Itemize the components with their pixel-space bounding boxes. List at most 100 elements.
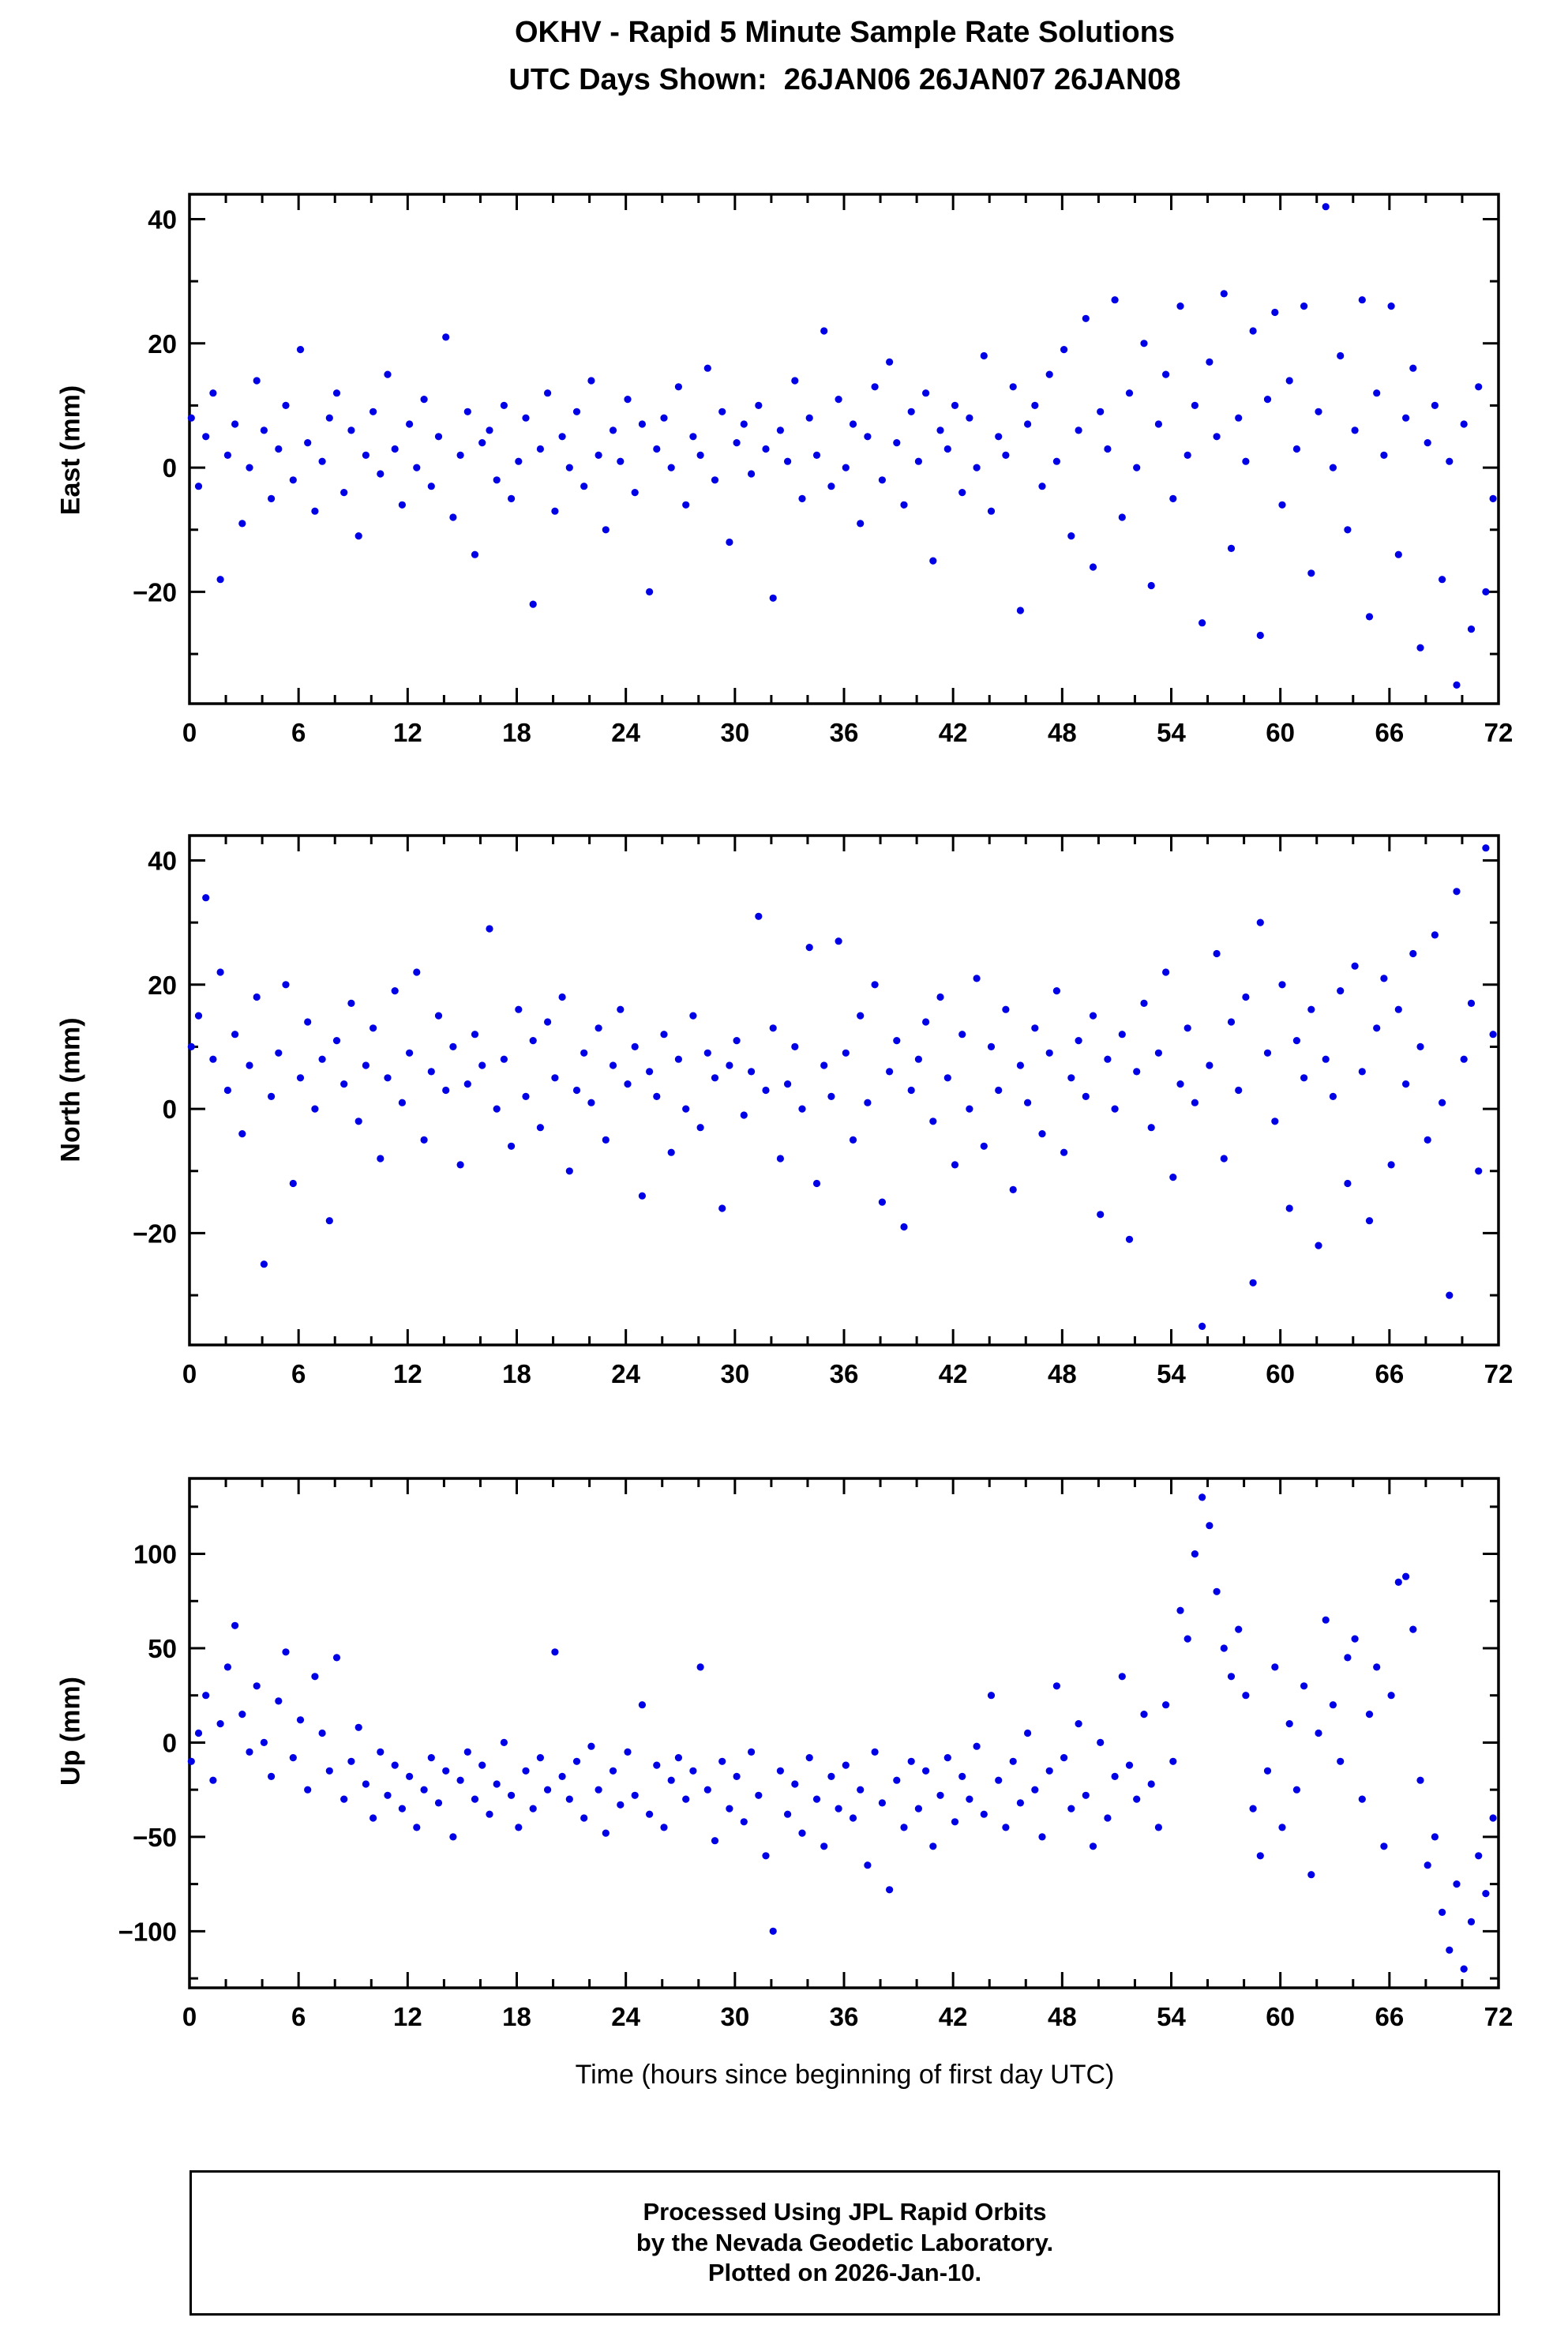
data-point <box>377 1748 384 1756</box>
data-point <box>304 439 312 447</box>
data-point <box>202 1692 210 1700</box>
svg-text:72: 72 <box>1484 718 1514 747</box>
data-point <box>718 408 726 415</box>
data-point <box>1256 631 1264 640</box>
data-point <box>1176 1080 1184 1088</box>
data-point <box>1133 1068 1141 1076</box>
data-point <box>369 408 377 415</box>
svg-text:0: 0 <box>182 1359 197 1388</box>
data-point <box>558 993 566 1001</box>
data-point <box>282 981 290 989</box>
data-point <box>682 501 690 509</box>
data-point <box>1169 1757 1177 1765</box>
data-point <box>347 999 355 1007</box>
data-point <box>275 1697 283 1705</box>
up-scatter-plot: 0 6 12 18 24 30 36 42 48 54 60 66 72 −100 −50 0 50 100 <box>118 1477 1513 2031</box>
svg-text:−50: −50 <box>133 1823 177 1852</box>
data-point <box>1060 1148 1068 1156</box>
data-point <box>369 1814 377 1822</box>
data-point <box>1213 433 1221 441</box>
data-point <box>711 476 719 484</box>
data-point <box>413 464 421 471</box>
data-point <box>929 1118 937 1125</box>
data-point <box>558 433 566 441</box>
data-point <box>609 1061 617 1069</box>
data-point <box>434 1799 443 1807</box>
data-point <box>332 1654 341 1662</box>
data-point <box>384 1074 392 1082</box>
data-point <box>515 1824 523 1831</box>
data-point <box>893 1037 901 1045</box>
data-point <box>784 1810 792 1818</box>
data-point <box>1467 999 1476 1007</box>
data-point <box>900 1223 908 1231</box>
data-point <box>958 1031 966 1039</box>
svg-text:−20: −20 <box>133 1219 177 1248</box>
data-point <box>857 1786 865 1794</box>
data-point <box>696 451 704 459</box>
data-point <box>1111 1105 1119 1113</box>
data-point <box>1111 1772 1119 1780</box>
data-point <box>1220 290 1228 298</box>
data-point <box>907 408 915 415</box>
data-point <box>260 1738 268 1746</box>
data-point <box>463 1080 471 1088</box>
data-point <box>231 1031 239 1039</box>
data-point <box>1191 1099 1199 1106</box>
svg-text:42: 42 <box>939 2002 968 2031</box>
data-point <box>1475 1852 1483 1860</box>
data-point <box>304 1018 312 1026</box>
data-point <box>1285 1720 1293 1728</box>
data-point <box>1162 370 1170 378</box>
svg-text:30: 30 <box>720 2002 749 2031</box>
data-point <box>740 1818 748 1826</box>
data-point <box>682 1105 690 1113</box>
data-point <box>384 1791 392 1799</box>
data-point <box>1344 1179 1352 1188</box>
data-point <box>929 557 937 565</box>
data-point <box>653 445 661 453</box>
data-point <box>980 1810 988 1818</box>
data-point <box>820 1061 828 1069</box>
data-point <box>515 1005 523 1013</box>
data-point <box>631 1042 639 1050</box>
data-point <box>689 1012 697 1020</box>
data-point <box>362 1780 369 1788</box>
data-point <box>842 464 850 471</box>
data-point <box>617 1801 625 1809</box>
data-point <box>354 1118 362 1125</box>
data-point <box>1031 1024 1039 1032</box>
data-point <box>711 1837 719 1845</box>
data-point <box>544 389 552 397</box>
data-point <box>609 1767 617 1775</box>
data-point <box>565 1795 573 1803</box>
data-point <box>878 1799 886 1807</box>
data-point <box>798 1105 806 1113</box>
data-point <box>1322 1055 1330 1063</box>
data-point <box>332 1037 341 1045</box>
data-point <box>434 1012 443 1020</box>
data-point <box>1256 918 1264 926</box>
data-point <box>478 1061 486 1069</box>
data-point <box>1024 1729 1032 1737</box>
data-point <box>325 1217 333 1225</box>
data-point <box>1482 844 1490 852</box>
svg-text:54: 54 <box>1157 718 1186 747</box>
data-point <box>580 1049 588 1057</box>
data-point <box>551 1074 559 1082</box>
data-point <box>1220 1644 1228 1652</box>
data-point <box>216 576 224 584</box>
data-point <box>282 401 290 409</box>
data-point <box>340 1795 348 1803</box>
data-point <box>1402 1080 1410 1088</box>
data-point <box>253 1682 261 1690</box>
data-point <box>238 1711 246 1719</box>
data-point <box>216 1720 224 1728</box>
data-point <box>442 1767 450 1775</box>
data-point <box>1147 1780 1155 1788</box>
data-point <box>674 1754 683 1762</box>
data-point <box>769 1024 777 1032</box>
svg-text:12: 12 <box>393 2002 422 2031</box>
svg-text:18: 18 <box>502 2002 531 2031</box>
data-point <box>493 476 501 484</box>
